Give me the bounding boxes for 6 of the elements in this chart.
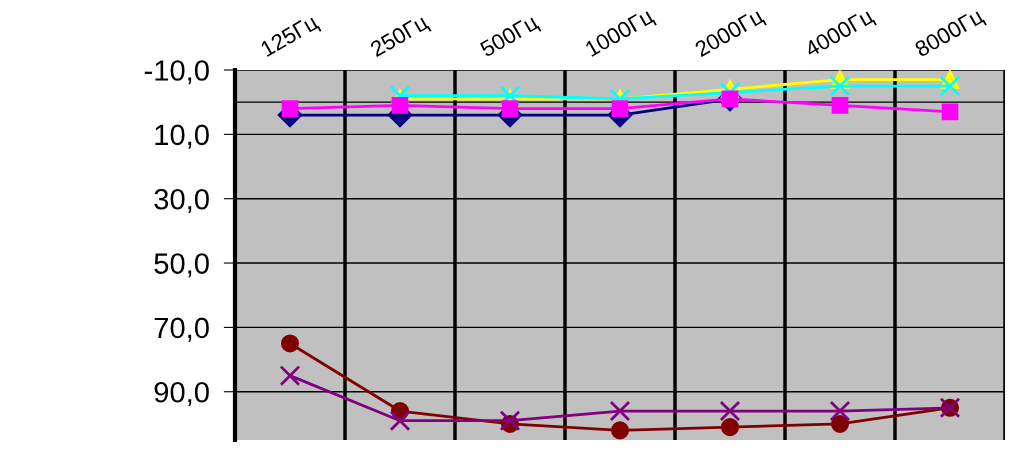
y-tick-label: 70,0: [154, 317, 209, 342]
y-tick-label: 30,0: [154, 188, 209, 213]
y-tick-label: 90,0: [154, 381, 209, 407]
y-tick-label: 10,0: [155, 124, 209, 149]
y-tick-label: 50,0: [154, 253, 209, 278]
y-tick-label: -10,0: [144, 60, 209, 85]
